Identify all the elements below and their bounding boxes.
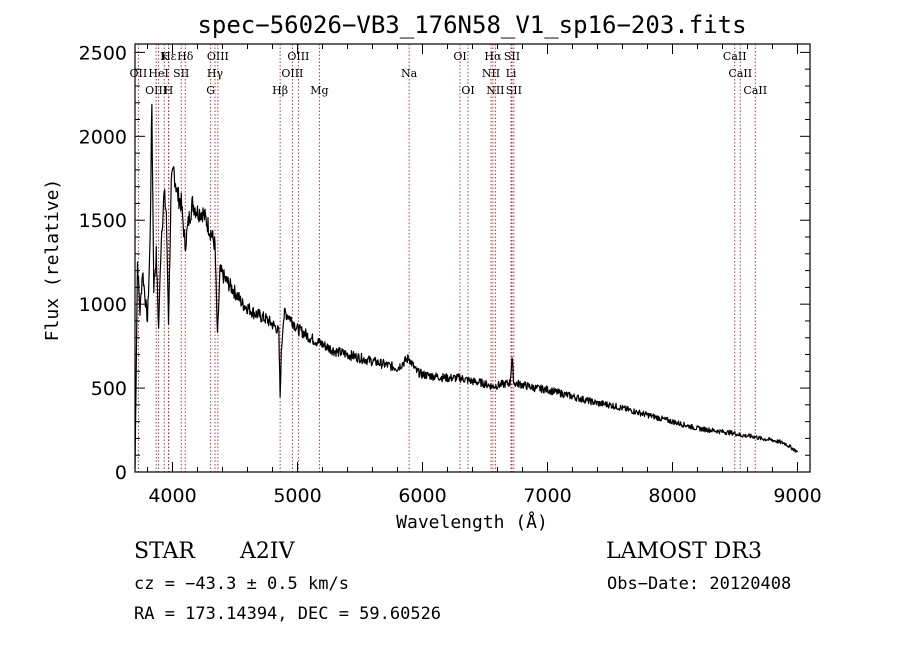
x-tick-label: 4000 <box>148 485 196 507</box>
line-label: CaII <box>728 67 752 80</box>
object-subclass: A2IV <box>240 539 295 564</box>
line-label: OIII <box>287 50 309 63</box>
redshift-cz: cz = −43.3 ± 0.5 km/s <box>134 574 349 594</box>
line-label: Hβ <box>272 84 288 97</box>
y-tick-label: 2500 <box>79 42 127 64</box>
line-label: K <box>160 50 169 63</box>
line-label: OIII <box>281 67 303 80</box>
line-label: OII <box>130 67 148 80</box>
line-label: OIII <box>207 50 229 63</box>
x-tick-label: 6000 <box>398 485 446 507</box>
line-label: Li <box>506 67 517 80</box>
spectrum-line <box>134 103 799 469</box>
line-label: SII <box>506 84 522 97</box>
line-label: SII <box>173 67 189 80</box>
line-label: Hδ <box>177 50 194 63</box>
x-tick-label: 5000 <box>273 485 321 507</box>
axis-ticks <box>135 44 810 473</box>
line-label: OIII <box>145 84 167 97</box>
y-tick-label: 1000 <box>79 294 127 316</box>
line-label: CaII <box>743 84 767 97</box>
line-label: NII <box>486 84 504 97</box>
line-label: Hα <box>484 50 502 63</box>
y-tick-label: 0 <box>115 462 127 484</box>
chart-title: spec−56026−VB3_176N58_V1_sp16−203.fits <box>197 11 746 39</box>
observation-date: Obs−Date: 20120408 <box>607 574 792 594</box>
x-tick-label: 8000 <box>648 485 696 507</box>
line-label: OI <box>461 84 474 97</box>
line-label: Na <box>401 67 418 80</box>
plot-frame <box>134 43 811 473</box>
y-tick-label: 1500 <box>79 210 127 232</box>
line-label: SII <box>504 50 520 63</box>
x-tick-label: 7000 <box>523 485 571 507</box>
y-tick-label: 500 <box>91 378 127 400</box>
x-tick-label: 9000 <box>773 485 821 507</box>
line-label: H <box>164 84 174 97</box>
line-label: Mg <box>310 84 328 97</box>
coordinates: RA = 173.14394, DEC = 59.60526 <box>134 604 442 624</box>
line-label: NII <box>482 67 500 80</box>
line-label: Hγ <box>207 67 224 80</box>
object-class: STAR <box>134 539 195 564</box>
spectral-line-markers <box>137 44 756 472</box>
line-label: G <box>206 84 215 97</box>
survey-name: LAMOST DR3 <box>606 539 762 564</box>
y-axis-label: Flux (relative) <box>42 179 63 342</box>
line-label: CaII <box>723 50 747 63</box>
line-label: OI <box>453 50 466 63</box>
line-label: HeI <box>148 67 168 80</box>
y-tick-label: 2000 <box>79 126 127 148</box>
axis-tick-labels: 4000 5000 6000 7000 8000 9000 0 500 1000 1500 2000… <box>79 42 822 507</box>
x-axis-label: Wavelength (Å) <box>396 511 548 533</box>
